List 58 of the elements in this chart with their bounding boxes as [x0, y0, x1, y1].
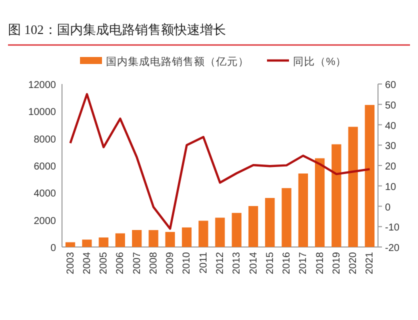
x-tick-label: 2017: [298, 252, 310, 274]
x-tick-label: 2011: [198, 252, 210, 274]
bar: [115, 233, 126, 247]
y-tick-label: 8000: [34, 134, 56, 146]
x-tick-label: 2021: [364, 252, 376, 274]
x-tick-label: 2015: [264, 252, 276, 274]
y2-tick-label: 0: [385, 202, 391, 214]
x-tick-label: 2003: [65, 252, 76, 274]
x-tick-label: 2009: [165, 252, 176, 274]
bar: [198, 220, 208, 247]
y2-tick-label: 50: [385, 100, 397, 112]
bar: [215, 218, 225, 247]
legend-label: 同比（%）: [293, 55, 346, 68]
bar: [232, 212, 242, 247]
bar: [314, 158, 325, 247]
x-tick-label: 2013: [232, 252, 243, 274]
y2-tick-label: 30: [385, 141, 397, 152]
x-tick-label: 2008: [148, 252, 160, 274]
x-tick-label: 2016: [282, 252, 293, 274]
x-tick-label: 2006: [115, 252, 126, 274]
bar: [332, 144, 342, 247]
bar: [148, 230, 158, 247]
chart-title: 图 102：国内集成电路销售额快速增长: [8, 22, 226, 37]
y2-tick-label: 20: [385, 162, 397, 172]
bar: [65, 242, 76, 247]
x-tick-label: 2012: [215, 252, 226, 274]
y-tick-label: 6000: [34, 162, 56, 172]
bar: [248, 206, 258, 247]
x-tick-label: 2010: [182, 252, 193, 274]
bar: [298, 174, 308, 247]
y-tick-label: 12000: [28, 80, 56, 91]
bar: [98, 237, 108, 247]
legend-label: 国内集成电路销售额（亿元）: [106, 55, 249, 68]
bar: [348, 126, 358, 247]
x-tick-label: 2014: [248, 252, 260, 274]
x-tick-label: 2007: [132, 252, 143, 274]
y-tick-label: 0: [50, 243, 56, 254]
bar: [265, 198, 275, 247]
bar: [165, 232, 175, 247]
x-tick-label: 2005: [98, 252, 110, 274]
y2-tick-label: -10: [385, 222, 400, 234]
bar: [364, 104, 375, 247]
y2-tick-label: 10: [385, 182, 397, 193]
bar: [182, 227, 192, 247]
x-tick-label: 2019: [331, 252, 342, 274]
y2-tick-label: -20: [385, 243, 400, 254]
x-tick-label: 2004: [82, 252, 93, 274]
y2-tick-label: 60: [385, 80, 397, 91]
bar: [82, 240, 92, 247]
y2-tick-label: 40: [385, 120, 397, 132]
y-tick-label: 4000: [34, 188, 56, 200]
bar: [132, 230, 142, 247]
x-tick-label: 2018: [314, 252, 326, 274]
x-tick-label: 2020: [348, 252, 360, 274]
y-tick-label: 2000: [34, 216, 56, 227]
y-tick-label: 10000: [28, 107, 56, 118]
bar: [282, 188, 292, 247]
line-series: [69, 93, 371, 230]
